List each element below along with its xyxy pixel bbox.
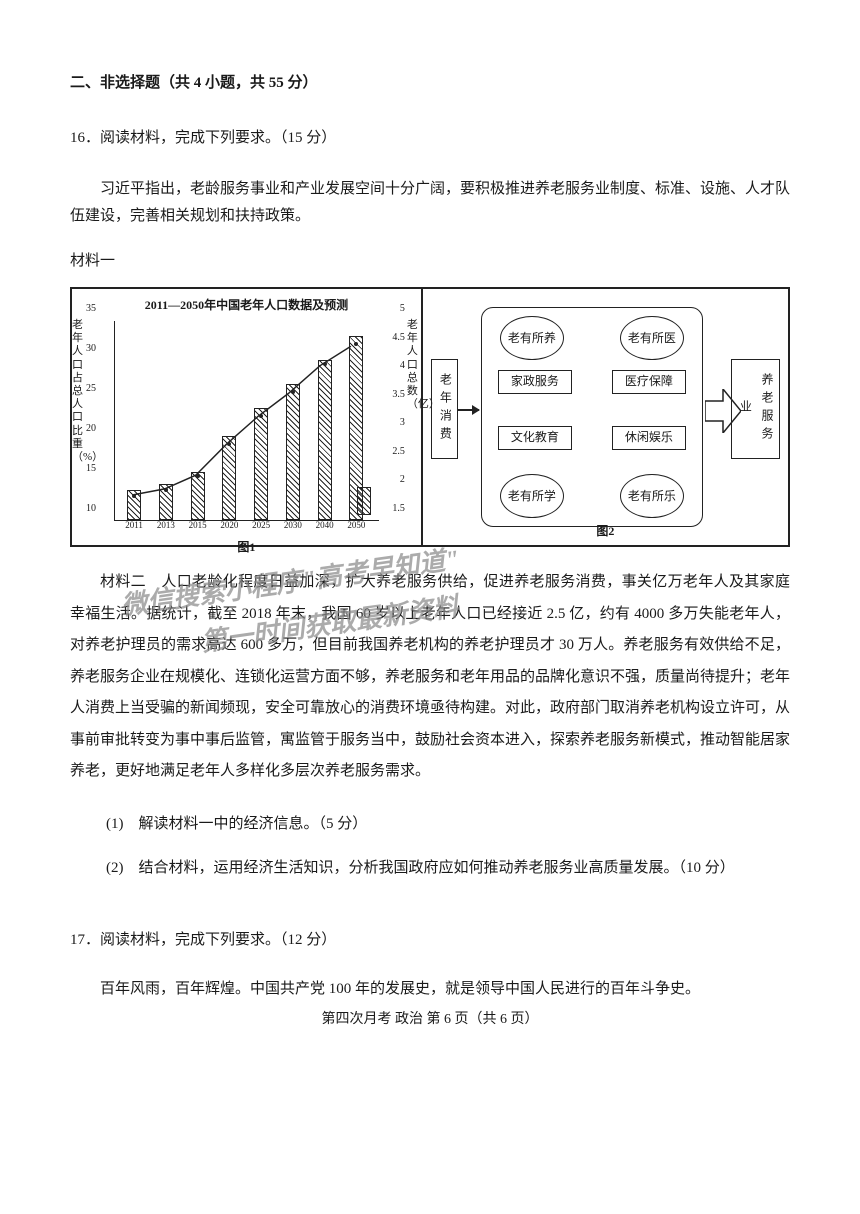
x-tick-label: 2050: [347, 517, 365, 533]
oval-bl: 老有所学: [500, 474, 564, 518]
figure-left-chart: 2011—2050年中国老年人口数据及预测 老年人口占总人口比重（%） 老年人口…: [72, 289, 423, 545]
y1-tick-label: 10: [86, 500, 96, 518]
chart-bar: [318, 360, 332, 520]
oval-tr: 老有所医: [620, 316, 684, 360]
material2-body: 人口老龄化程度日益加深，扩大养老服务供给，促进养老服务消费，事关亿万老年人及其家…: [70, 574, 790, 779]
y1-tick-label: 25: [86, 380, 96, 398]
x-tick-label: 2020: [220, 517, 238, 533]
line-point: [259, 414, 263, 418]
chart-caption-2: 图2: [423, 521, 788, 543]
material2-label: 材料二: [100, 574, 146, 590]
chart-line-svg: [115, 321, 379, 520]
legend-bar-icon: [357, 487, 371, 515]
section-header: 二、非选择题（共 4 小题，共 55 分）: [70, 70, 790, 97]
x-tick-label: 2040: [316, 517, 334, 533]
rect-bl: 文化教育: [498, 426, 572, 450]
y2-tick-label: 4.5: [392, 329, 405, 347]
y2-tick-label: 5: [400, 300, 405, 318]
rect-tr: 医疗保障: [612, 370, 686, 394]
figure-box: 2011—2050年中国老年人口数据及预测 老年人口占总人口比重（%） 老年人口…: [70, 287, 790, 547]
q17-intro: 百年风雨，百年辉煌。中国共产党 100 年的发展史，就是领导中国人民进行的百年斗…: [70, 976, 790, 1003]
x-tick-label: 2011: [125, 517, 143, 533]
line-point: [227, 442, 231, 446]
y2-tick-label: 3: [400, 414, 405, 432]
line-point: [291, 390, 295, 394]
y2-tick-label: 2.5: [392, 443, 405, 461]
y2-tick-label: 3.5: [392, 386, 405, 404]
line-point: [354, 342, 358, 346]
q16-start: 16．阅读材料，完成下列要求。（15 分）: [70, 125, 790, 152]
y1-tick-label: 15: [86, 460, 96, 478]
chart-plot-area: 20112013201520202025203020402050: [114, 321, 379, 521]
y2-tick-label: 1.5: [392, 500, 405, 518]
line-point: [196, 474, 200, 478]
y2-axis-title: 老年人口总数（亿）: [407, 319, 421, 411]
chart-caption-1: 图1: [78, 537, 415, 559]
rect-br: 休闲娱乐: [612, 426, 686, 450]
oval-br: 老有所乐: [620, 474, 684, 518]
x-tick-label: 2030: [284, 517, 302, 533]
rect-tl: 家政服务: [498, 370, 572, 394]
line-point: [132, 494, 136, 498]
diagram-output-box: 养老服务业: [731, 359, 780, 459]
chart-bar: [286, 384, 300, 520]
chart-title: 2011—2050年中国老年人口数据及预测: [78, 295, 415, 317]
y1-axis-title: 老年人口占总人口比重（%）: [72, 319, 86, 464]
x-tick-label: 2015: [189, 517, 207, 533]
material2-text: 材料二 人口老龄化程度日益加深，扩大养老服务供给，促进养老服务消费，事关亿万老年…: [70, 567, 790, 788]
y2-tick-label: 4: [400, 357, 405, 375]
x-tick-label: 2025: [252, 517, 270, 533]
chart-bar: [222, 436, 236, 520]
q16-sub2: (2) 结合材料，运用经济生活知识，分析我国政府应如何推动养老服务业高质量发展。…: [70, 854, 790, 883]
page-footer: 第四次月考 政治 第 6 页（共 6 页）: [70, 1007, 790, 1032]
chart-bar: [254, 408, 268, 520]
diagram-center-panel: 老有所养 老有所医 家政服务 医疗保障 文化教育 休闲娱乐 老有所学 老有所乐: [481, 307, 703, 527]
y1-tick-label: 30: [86, 340, 96, 358]
q16-intro: 习近平指出，老龄服务事业和产业发展空间十分广阔，要积极推进养老服务业制度、标准、…: [70, 176, 790, 230]
arrow-in: [457, 409, 479, 411]
y1-tick-label: 20: [86, 420, 96, 438]
y1-tick-label: 35: [86, 300, 96, 318]
x-tick-label: 2013: [157, 517, 175, 533]
oval-tl: 老有所养: [500, 316, 564, 360]
figure-right-diagram: 老年消费 老有所养 老有所医 家政服务 医疗保障 文化教育 休闲娱乐 老有所学 …: [423, 289, 788, 545]
chart-bar: [191, 472, 205, 520]
line-point: [323, 362, 327, 366]
diagram-input-box: 老年消费: [431, 359, 459, 459]
line-point: [164, 488, 168, 492]
q16-sub1: (1) 解读材料一中的经济信息。（5 分）: [70, 810, 790, 839]
y2-tick-label: 2: [400, 471, 405, 489]
q17-start: 17．阅读材料，完成下列要求。（12 分）: [70, 927, 790, 954]
material1-label: 材料一: [70, 248, 790, 275]
